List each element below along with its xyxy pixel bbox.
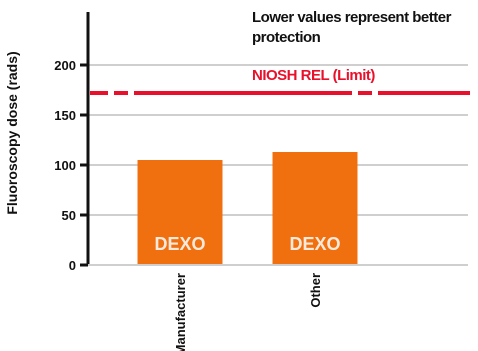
y-tick-label-100: 100 bbox=[54, 158, 76, 173]
y-axis-label-text: Fluoroscopy dose (rads) bbox=[4, 51, 20, 215]
y-tick-label-50: 50 bbox=[62, 208, 76, 223]
x-tick-label-manufacturer: Manufacturer bbox=[173, 273, 188, 351]
bar-label-other: DEXO bbox=[289, 234, 340, 254]
axes-group: 0 50 100 150 200 Manufacturer Other bbox=[54, 12, 468, 351]
bar-manufacturer bbox=[137, 160, 223, 265]
y-tick-label-200: 200 bbox=[54, 58, 76, 73]
bar-other bbox=[272, 152, 358, 265]
y-tick-label-0: 0 bbox=[69, 258, 76, 273]
chart-annotation: Lower values represent better protection bbox=[252, 9, 451, 46]
y-tick-label-150: 150 bbox=[54, 108, 76, 123]
bar-label-manufacturer: DEXO bbox=[154, 234, 205, 254]
y-axis-label: Fluoroscopy dose (rads) bbox=[0, 20, 24, 246]
bars-group: DEXO DEXO bbox=[137, 152, 358, 265]
reference-line-label: NIOSH REL (Limit) bbox=[252, 67, 375, 84]
x-tick-label-other: Other bbox=[308, 273, 323, 308]
